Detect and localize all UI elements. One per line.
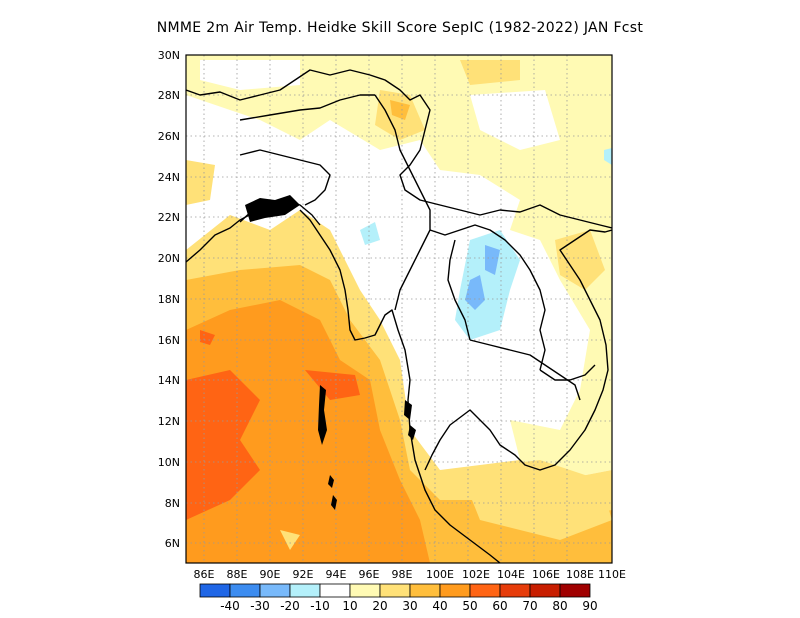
colorbar-swatch <box>319 583 351 598</box>
border-thai-laos <box>447 239 471 341</box>
colorbar-label: 10 <box>342 599 357 613</box>
skill-score-field <box>186 55 612 563</box>
colorbar-label: 40 <box>432 599 447 613</box>
lat-label-12n: 12N <box>158 415 180 428</box>
colorbar-label: 50 <box>462 599 477 613</box>
colorbar-label: -30 <box>250 599 270 613</box>
lon-label-96e: 96E <box>359 568 380 581</box>
colorbar-swatch <box>439 583 471 598</box>
field-patch-gulf <box>460 460 612 540</box>
lon-label-110e: 110E <box>598 568 626 581</box>
axis-lat-labels: 30N 28N 26N 24N 22N 20N 18N 16N 14N 12N … <box>158 49 180 550</box>
lat-label-20n: 20N <box>158 252 180 265</box>
lon-label-90e: 90E <box>260 568 281 581</box>
mergui-archipelago <box>404 400 416 440</box>
lat-label-26n: 26N <box>158 130 180 143</box>
colorbar-label: 20 <box>372 599 387 613</box>
lon-label-98e: 98E <box>392 568 413 581</box>
lat-label-6n: 6N <box>165 537 180 550</box>
field-patch-blue-laos-deep <box>485 245 500 275</box>
field-patch-west <box>186 160 215 205</box>
colorbar-swatch <box>469 583 501 598</box>
border-bhutan-assam <box>239 94 375 121</box>
field-patch-bay-peak <box>186 370 260 520</box>
colorbar-label: -40 <box>220 599 240 613</box>
sundarbans-delta <box>245 195 300 222</box>
lon-label-88e: 88E <box>227 568 248 581</box>
field-patch-blue-east <box>604 148 612 165</box>
field-patch-bay-peak2 <box>305 370 360 400</box>
lon-label-106e: 106E <box>532 568 560 581</box>
colorbar-swatch <box>349 583 381 598</box>
lat-label-16n: 16N <box>158 334 180 347</box>
field-patch-blue-laos <box>455 230 520 340</box>
colorbar-swatch <box>379 583 411 598</box>
field-patch-blue-laos-deep2 <box>465 275 485 310</box>
colorbar-label: 80 <box>552 599 567 613</box>
border-myanmar-east <box>374 94 431 311</box>
border-vietnam <box>539 364 596 381</box>
field-patch-bay-peak3 <box>200 330 215 345</box>
coast-myanmar-west <box>299 209 501 563</box>
graticule <box>186 55 612 563</box>
field-patch-north-white2 <box>470 90 560 150</box>
colorbar-swatch <box>559 583 591 598</box>
border-thai-cambodia <box>469 339 581 401</box>
colorbar: -40 -30 -20 -10 10 20 30 40 50 60 70 80 90 <box>199 583 598 613</box>
lat-label-24n: 24N <box>158 171 180 184</box>
lon-label-94e: 94E <box>326 568 347 581</box>
map-title: NMME 2m Air Temp. Heidke Skill Score Sep… <box>156 20 644 36</box>
field-patch-blue-myanmar <box>360 222 380 245</box>
lon-label-100e: 100E <box>426 568 454 581</box>
colorbar-swatch <box>259 583 291 598</box>
lon-label-86e: 86E <box>194 568 215 581</box>
lat-label-30n: 30N <box>158 49 180 62</box>
lon-label-108e: 108E <box>566 568 594 581</box>
field-patch-north-orange2 <box>460 60 520 85</box>
lat-label-10n: 10N <box>158 456 180 469</box>
nicobar-islands <box>328 475 337 510</box>
border-bangladesh <box>239 149 331 206</box>
lat-label-14n: 14N <box>158 374 180 387</box>
axis-lon-labels: 86E 88E 90E 92E 94E 96E 98E 100E 102E 10… <box>194 568 626 581</box>
field-patch-south-light <box>280 530 300 550</box>
field-patch-north-orange3 <box>390 100 410 120</box>
field-patch-north-white <box>200 60 300 90</box>
colorbar-label: 60 <box>492 599 507 613</box>
colorbar-swatch <box>529 583 561 598</box>
andaman-islands <box>318 385 327 445</box>
colorbar-label: 90 <box>582 599 597 613</box>
lat-label-8n: 8N <box>165 497 180 510</box>
colorbar-swatch <box>499 583 531 598</box>
coast-india-east <box>186 211 256 263</box>
colorbar-label: 30 <box>402 599 417 613</box>
border-north <box>186 69 612 229</box>
islands <box>245 195 416 510</box>
colorbar-label: 70 <box>522 599 537 613</box>
lat-label-18n: 18N <box>158 293 180 306</box>
border-laos <box>429 224 546 371</box>
colorbar-swatch <box>409 583 441 598</box>
colorbar-label: -10 <box>310 599 330 613</box>
colorbar-swatch <box>289 583 321 598</box>
colorbar-swatch <box>199 583 231 598</box>
lon-label-104e: 104E <box>497 568 525 581</box>
colorbar-swatch <box>229 583 261 598</box>
plot-frame <box>185 54 613 564</box>
lon-label-102e: 102E <box>462 568 490 581</box>
colorbar-label: -20 <box>280 599 300 613</box>
coast-thai-gulf <box>424 229 612 471</box>
lat-label-28n: 28N <box>158 89 180 102</box>
lon-label-92e: 92E <box>293 568 314 581</box>
lat-label-22n: 22N <box>158 211 180 224</box>
